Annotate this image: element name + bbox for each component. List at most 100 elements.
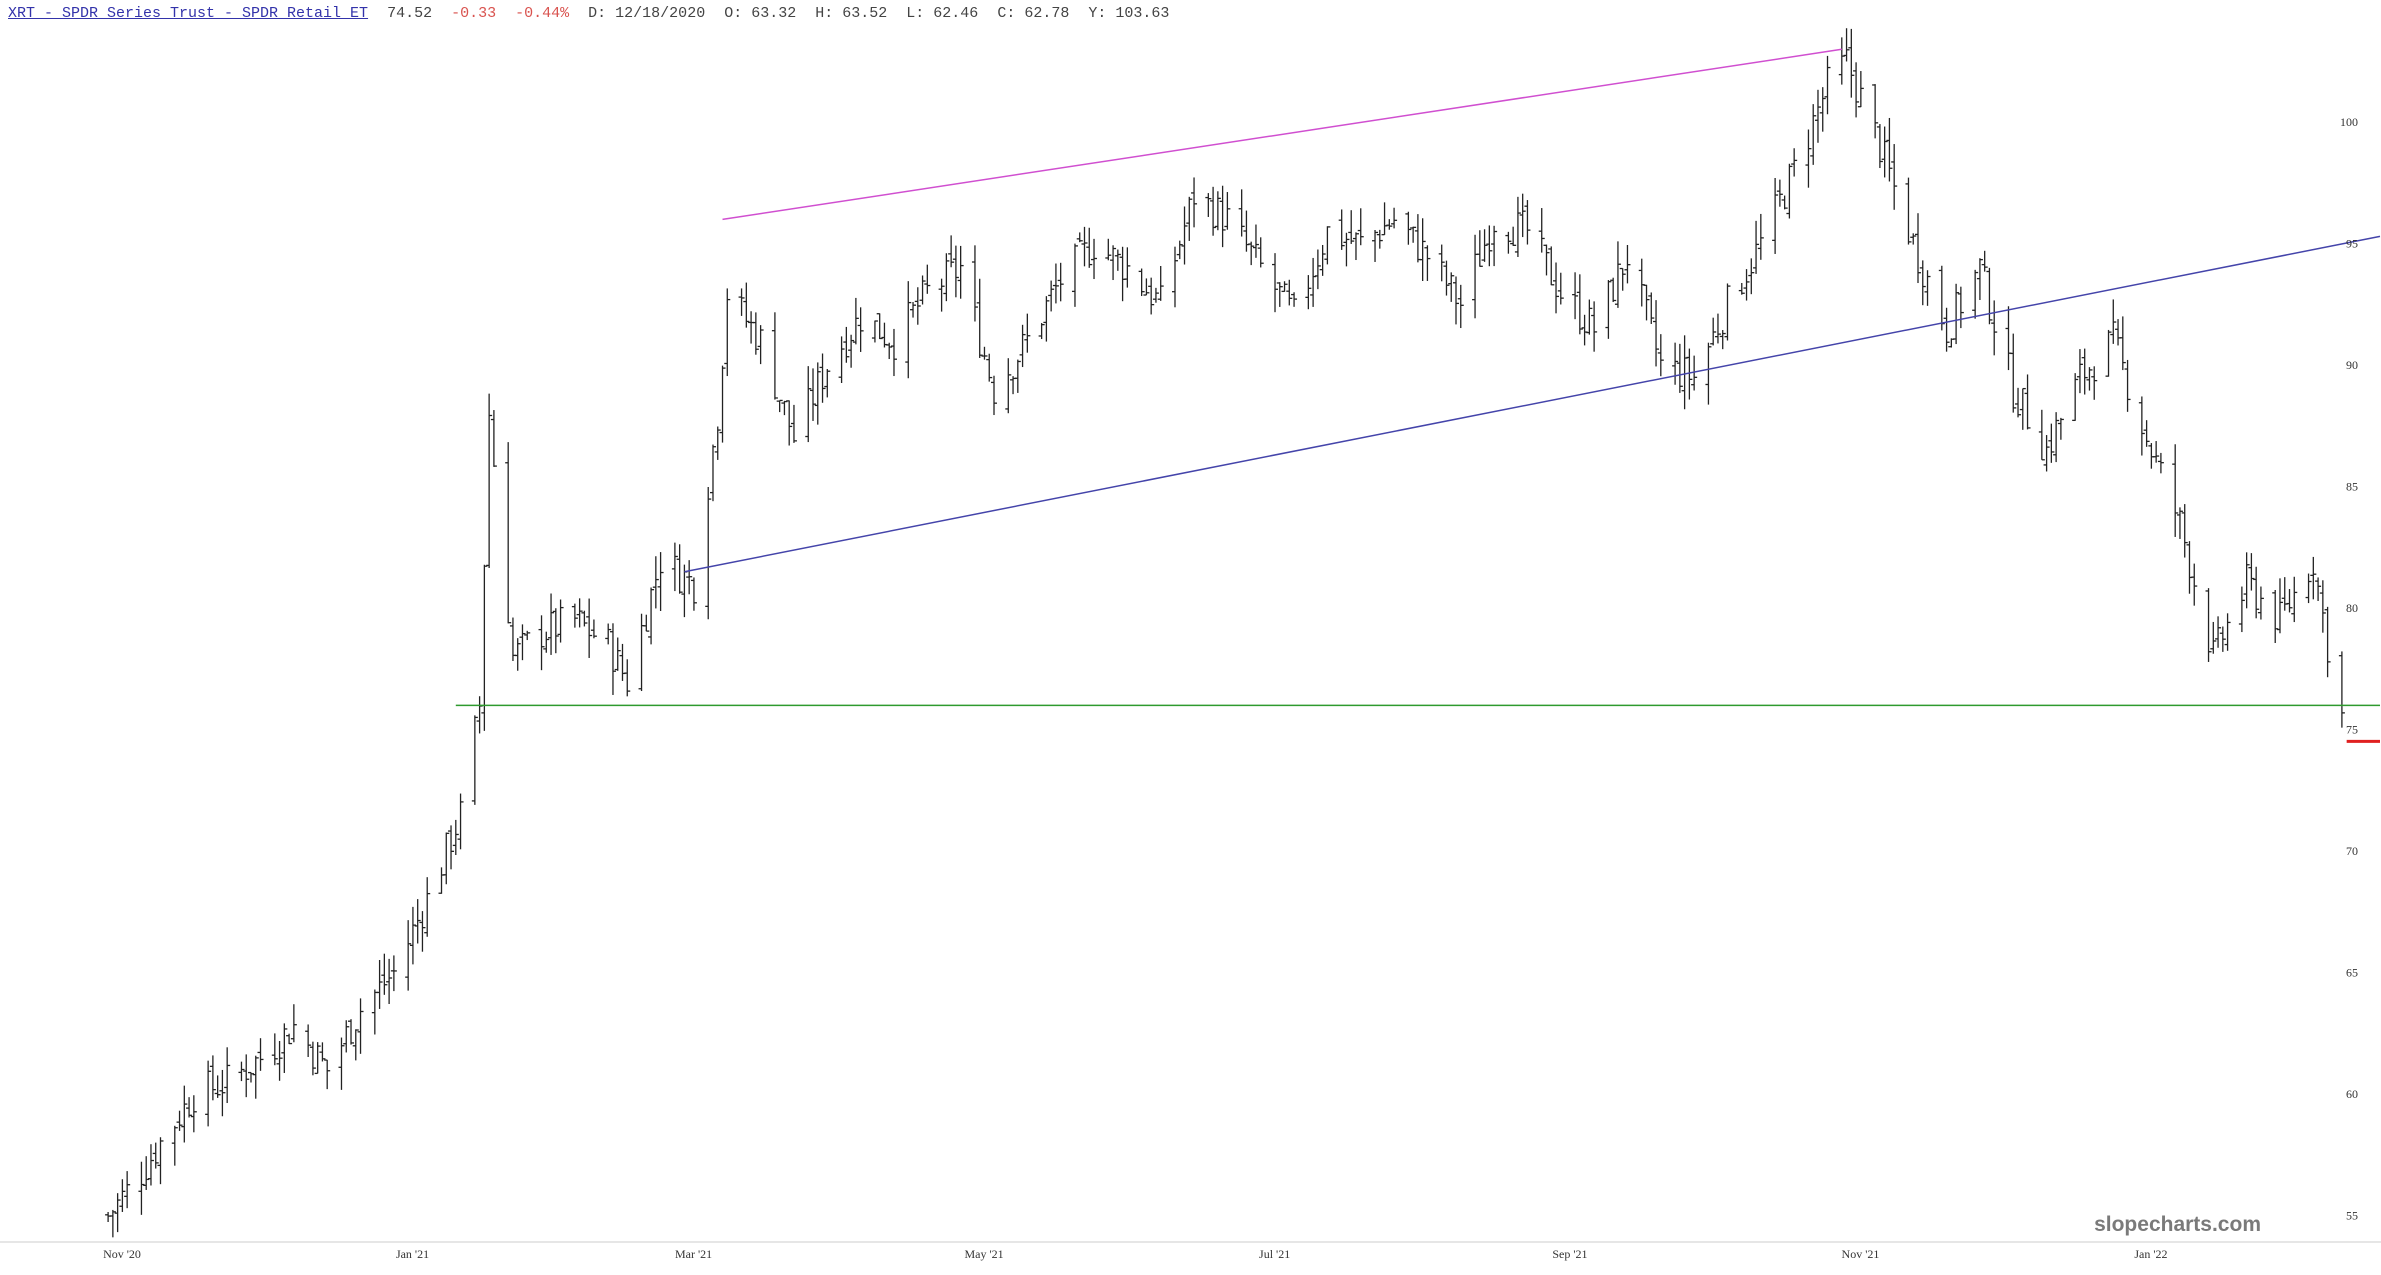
ohlc-bar bbox=[505, 442, 512, 624]
ticker-title-link[interactable]: XRT - SPDR Series Trust - SPDR Retail ET bbox=[8, 5, 369, 22]
y-tick-label: 75 bbox=[2346, 723, 2358, 737]
ohlc-bar bbox=[2186, 541, 2193, 594]
ohlc-bar bbox=[286, 1033, 293, 1045]
magenta-resistance-line[interactable] bbox=[722, 48, 1842, 221]
ohlc-bar bbox=[786, 400, 793, 446]
ohlc-bar bbox=[2153, 441, 2160, 463]
bar-date: D: 12/18/2020 bbox=[588, 5, 706, 22]
ohlc-bar bbox=[1357, 208, 1364, 246]
y-tick-label: 80 bbox=[2346, 601, 2358, 615]
ohlc-bar bbox=[386, 958, 393, 1005]
ohlc-bar bbox=[705, 487, 712, 620]
ohlc-bar bbox=[1853, 62, 1860, 118]
ohlc-bar bbox=[1619, 267, 1626, 291]
x-tick-label: May '21 bbox=[964, 1247, 1003, 1261]
ohlc-bar bbox=[981, 346, 988, 360]
ohlc-bar bbox=[1352, 232, 1359, 261]
ohlc-bar bbox=[1019, 324, 1026, 368]
ohlc-bar bbox=[1976, 258, 1983, 300]
ohlc-bar bbox=[1076, 232, 1083, 243]
ohlc-bar bbox=[138, 1161, 145, 1215]
ohlc-bar bbox=[224, 1047, 231, 1104]
ohlc-bar bbox=[1143, 278, 1150, 296]
ohlc-bar bbox=[452, 819, 459, 856]
ohlc-bar bbox=[957, 245, 964, 299]
ohlc-bar bbox=[219, 1069, 226, 1117]
y-tick-label: 60 bbox=[2346, 1087, 2358, 1101]
ohlc-bar bbox=[2286, 589, 2293, 613]
ohlc-bar bbox=[1276, 282, 1283, 307]
ohlc-bar bbox=[1891, 144, 1898, 210]
ohlc-bar bbox=[1510, 226, 1517, 246]
ohlc-bar bbox=[190, 1095, 197, 1133]
ohlc-bar bbox=[1653, 300, 1660, 367]
ohlc-bar bbox=[1343, 232, 1350, 267]
ohlc-bar bbox=[1781, 195, 1788, 210]
ohlc-bar bbox=[1310, 257, 1317, 307]
ohlc-bar bbox=[1171, 246, 1178, 308]
y-tick-label: 100 bbox=[2340, 115, 2358, 129]
ohlc-bar bbox=[1124, 247, 1131, 288]
ohlc-bar bbox=[1176, 240, 1183, 260]
ohlc-bar bbox=[119, 1179, 126, 1212]
ohlc-bar bbox=[876, 313, 883, 340]
ohlc-bar bbox=[276, 1041, 283, 1081]
ohlc-bar bbox=[1605, 280, 1612, 339]
ohlc-bar bbox=[2215, 616, 2222, 648]
ohlc-bar bbox=[1991, 300, 1998, 356]
ohlc-bar bbox=[657, 552, 664, 612]
ohlc-bar bbox=[771, 312, 778, 400]
ohlc-bar bbox=[2305, 573, 2312, 604]
ohlc-bars bbox=[105, 28, 2345, 1238]
ohlc-bar bbox=[2143, 420, 2150, 447]
ohlc-bar bbox=[719, 365, 726, 443]
x-tick-label: Sep '21 bbox=[1552, 1247, 1587, 1261]
ohlc-bar bbox=[1943, 307, 1950, 352]
ohlc-bar bbox=[390, 955, 397, 992]
y-tick-label: 70 bbox=[2346, 844, 2358, 858]
ohlc-bar bbox=[2257, 586, 2264, 620]
ohlc-bar bbox=[1657, 334, 1664, 377]
blue-trendline[interactable] bbox=[684, 235, 2381, 573]
ohlc-bar bbox=[1753, 220, 1760, 274]
ohlc-bar bbox=[2105, 329, 2112, 377]
trendlines[interactable] bbox=[455, 48, 2381, 743]
ohlc-bar bbox=[1638, 258, 1645, 307]
ohlc-bar bbox=[1110, 245, 1117, 281]
bar-low: L: 62.46 bbox=[906, 5, 979, 22]
ohlc-bar bbox=[1038, 323, 1045, 340]
ohlc-bar bbox=[147, 1144, 154, 1186]
ohlc-bar bbox=[1757, 213, 1764, 260]
ohlc-bar bbox=[1405, 211, 1412, 245]
ohlc-bar bbox=[352, 1029, 359, 1061]
ohlc-bar bbox=[1738, 282, 1745, 295]
ohlc-bar bbox=[1319, 244, 1326, 276]
ohlc-bar bbox=[1138, 268, 1145, 297]
ohlc-bar bbox=[1476, 230, 1483, 267]
ohlc-bar bbox=[1391, 207, 1398, 229]
ohlc-bar bbox=[1705, 342, 1712, 405]
ohlc-bar bbox=[1448, 272, 1455, 302]
ohlc-bar bbox=[2276, 578, 2283, 634]
ohlc-bar bbox=[2253, 566, 2260, 619]
ohlc-bar bbox=[186, 1097, 193, 1118]
ohlc-bar bbox=[590, 619, 597, 639]
ohlc-bar bbox=[243, 1054, 250, 1098]
bar-high: H: 63.52 bbox=[815, 5, 888, 22]
ohlc-bar bbox=[257, 1038, 264, 1071]
ohlc-bar bbox=[419, 911, 426, 952]
ohlc-bar bbox=[2091, 366, 2098, 400]
ohlc-bar bbox=[1810, 104, 1817, 165]
ohlc-bar bbox=[476, 696, 483, 734]
ohlc-bar bbox=[1114, 249, 1121, 271]
ohlc-bar bbox=[2248, 553, 2255, 591]
ohlc-bar bbox=[910, 302, 917, 318]
ohlc-bar bbox=[943, 253, 950, 302]
ohlc-bar bbox=[1610, 277, 1617, 303]
ohlc-bar bbox=[1686, 348, 1693, 400]
ohlc-bar bbox=[2115, 319, 2122, 346]
ohlc-bar bbox=[543, 631, 550, 653]
ohlc-bar bbox=[324, 1059, 331, 1090]
ohlc-bar bbox=[1024, 313, 1031, 353]
